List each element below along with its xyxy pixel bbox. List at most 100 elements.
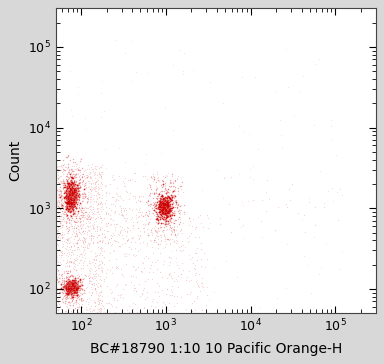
- Point: [83, 250, 89, 256]
- Point: [275, 204, 281, 210]
- Point: [74, 195, 80, 201]
- Point: [89, 186, 95, 191]
- Point: [194, 245, 200, 251]
- Point: [63, 285, 69, 291]
- Point: [91, 171, 98, 177]
- Point: [87, 173, 93, 179]
- Point: [64, 301, 70, 307]
- Point: [68, 185, 74, 191]
- Point: [163, 205, 169, 211]
- Point: [171, 228, 177, 233]
- Point: [56, 292, 62, 298]
- Point: [138, 268, 144, 274]
- Point: [73, 283, 79, 289]
- Point: [158, 203, 164, 209]
- Point: [113, 185, 119, 191]
- Point: [168, 209, 174, 214]
- Point: [86, 289, 93, 294]
- Point: [79, 282, 85, 288]
- Point: [177, 207, 183, 213]
- Point: [73, 284, 79, 289]
- Point: [73, 206, 79, 212]
- Point: [74, 210, 81, 216]
- Point: [70, 286, 76, 292]
- Point: [316, 56, 322, 62]
- Point: [165, 210, 171, 216]
- Point: [76, 179, 82, 185]
- Point: [76, 185, 82, 191]
- Point: [141, 305, 147, 311]
- Point: [62, 189, 68, 194]
- Point: [93, 228, 99, 233]
- Point: [58, 203, 65, 209]
- Point: [60, 193, 66, 199]
- Point: [73, 213, 79, 219]
- Point: [97, 309, 103, 315]
- Point: [164, 197, 170, 202]
- Point: [66, 285, 73, 291]
- Point: [296, 88, 302, 94]
- Point: [65, 190, 71, 196]
- Point: [80, 178, 86, 183]
- Point: [338, 186, 344, 191]
- Point: [162, 234, 168, 240]
- Point: [95, 311, 101, 317]
- Point: [82, 238, 88, 244]
- Point: [158, 202, 164, 208]
- Point: [170, 183, 176, 189]
- Point: [58, 261, 65, 266]
- Point: [207, 221, 213, 226]
- Point: [67, 195, 73, 201]
- Point: [72, 282, 78, 288]
- Point: [152, 205, 158, 211]
- Point: [70, 302, 76, 308]
- Point: [74, 182, 81, 188]
- Point: [73, 190, 79, 196]
- Point: [123, 211, 129, 217]
- Point: [194, 295, 200, 301]
- Point: [130, 219, 136, 225]
- Point: [166, 226, 172, 232]
- Point: [84, 172, 90, 178]
- Point: [94, 202, 100, 208]
- Point: [73, 284, 79, 290]
- Point: [169, 194, 175, 199]
- Point: [82, 193, 88, 198]
- Point: [68, 192, 74, 198]
- Point: [64, 199, 70, 205]
- Point: [250, 176, 256, 182]
- Point: [163, 209, 169, 215]
- Point: [58, 306, 64, 312]
- Point: [79, 198, 85, 204]
- Point: [159, 188, 165, 194]
- Point: [163, 200, 169, 206]
- Point: [68, 288, 74, 293]
- Point: [61, 188, 67, 194]
- Point: [98, 267, 104, 273]
- Point: [66, 198, 73, 204]
- Point: [160, 211, 166, 217]
- Point: [70, 228, 76, 234]
- Point: [166, 200, 172, 206]
- Point: [79, 171, 85, 177]
- Point: [76, 191, 82, 197]
- Point: [149, 244, 155, 250]
- Point: [65, 180, 71, 186]
- Point: [53, 171, 59, 177]
- Point: [55, 259, 61, 265]
- Point: [194, 293, 200, 298]
- Point: [70, 259, 76, 265]
- Point: [156, 205, 162, 211]
- Point: [180, 71, 186, 77]
- Point: [171, 207, 177, 213]
- Point: [116, 173, 122, 179]
- Point: [69, 190, 75, 195]
- Point: [85, 214, 91, 219]
- Point: [76, 215, 82, 221]
- Point: [69, 282, 75, 288]
- Point: [98, 179, 104, 185]
- Point: [158, 224, 164, 230]
- Point: [73, 288, 79, 294]
- Point: [69, 285, 75, 291]
- Point: [66, 183, 73, 189]
